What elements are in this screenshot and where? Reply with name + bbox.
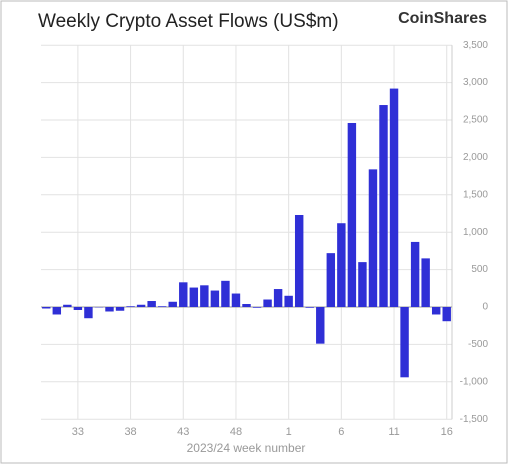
y-tick-label: 3,500 [463,40,488,51]
y-tick-label: 2,500 [463,115,488,126]
bar [410,241,420,307]
bar [358,262,367,307]
bar [326,253,336,307]
bar [400,307,409,378]
bar [305,307,314,308]
x-tick-label: 33 [72,426,84,438]
bar [200,285,209,307]
bar [147,301,156,307]
bar [421,258,430,307]
y-tick-label: 1,500 [463,189,488,200]
bar [73,307,83,310]
bar [368,169,378,307]
y-tick-label: 1,000 [463,227,488,238]
y-tick-label: 2,000 [463,152,488,163]
x-tick-label: 43 [177,426,189,438]
bar [168,301,177,307]
bar [231,293,241,307]
bar [179,282,188,307]
bar [337,223,346,307]
bar [136,304,146,307]
bar [263,299,272,307]
x-tick-label: 11 [388,426,399,438]
bar [221,280,230,307]
bar [284,295,293,307]
bar [316,307,325,344]
x-tick-label: 38 [124,426,136,438]
bar [294,214,304,307]
bar [347,122,357,307]
y-tick-label: 500 [471,264,488,275]
bar [157,306,167,307]
chart-title: Weekly Crypto Asset Flows (US$m) [38,11,339,32]
bar [42,307,51,309]
bar [210,290,220,307]
bar [84,307,93,319]
y-tick-label: 0 [482,302,488,313]
y-tick-label: -1,000 [460,376,489,387]
x-tick-label: 48 [230,426,242,438]
bar [242,304,251,307]
x-tick-label: 16 [441,426,453,438]
bar [105,307,114,312]
y-tick-label: 3,000 [463,77,488,88]
bar [442,307,451,322]
bar [63,304,72,307]
x-axis-label: 2023/24 week number [187,441,306,455]
brand-logo: CoinShares [398,10,487,27]
bar [189,287,199,307]
bar [126,306,135,307]
bar [52,307,62,315]
bar [389,88,399,307]
bar [252,307,262,308]
bar [379,105,388,307]
y-tick-label: -1,500 [460,414,489,425]
x-tick-label: 6 [338,426,344,438]
y-tick-label: -500 [468,339,488,350]
x-tick-label: 1 [286,426,292,438]
bar [273,289,283,307]
bar [431,307,441,315]
bar [115,307,125,311]
